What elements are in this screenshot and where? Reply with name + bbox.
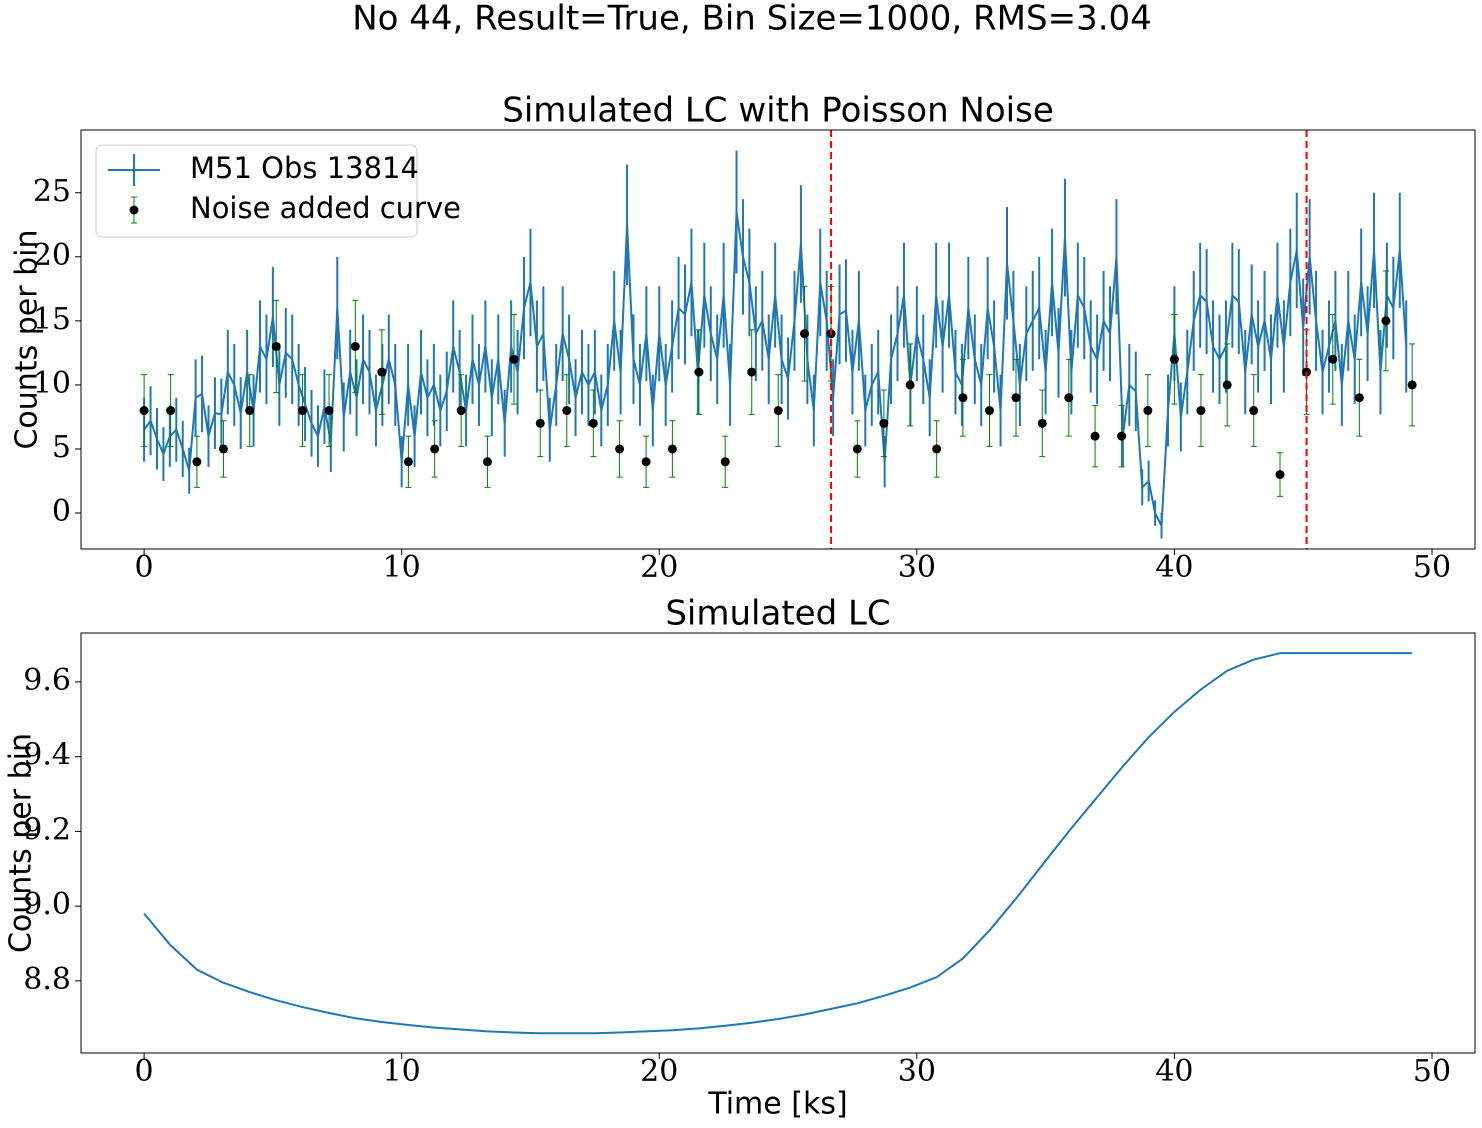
data-point [456, 406, 466, 416]
data-point [1222, 380, 1232, 390]
data-point [482, 457, 492, 467]
subplot-title: Simulated LC with Poisson Noise [502, 91, 1054, 131]
y-axis-label: Counts per bin [4, 733, 39, 953]
data-point [1249, 406, 1259, 416]
y-tick-label: 0 [52, 494, 71, 529]
data-point [166, 406, 176, 416]
data-point [271, 341, 281, 351]
y-tick-label: 10 [33, 366, 71, 401]
data-point [562, 406, 572, 416]
data-point [720, 457, 730, 467]
data-point [377, 367, 387, 377]
x-tick-label: 30 [898, 550, 936, 585]
data-point [773, 406, 783, 416]
x-tick-label: 0 [135, 1054, 154, 1089]
data-point [984, 406, 994, 416]
data-point [403, 457, 413, 467]
data-point [958, 393, 968, 403]
axes-frame [80, 129, 1476, 550]
y-tick-label: 9.4 [23, 738, 71, 773]
data-line [143, 652, 1413, 1035]
data-point [324, 406, 334, 416]
legend-handle [129, 205, 139, 215]
data-point [1011, 393, 1021, 403]
data-point [905, 380, 915, 390]
data-point [694, 367, 704, 377]
legend-label: Noise added curve [190, 191, 461, 225]
y-tick-label: 5 [52, 430, 71, 465]
x-tick-label: 10 [383, 1054, 421, 1089]
data-point [1407, 380, 1417, 390]
data-point [139, 406, 149, 416]
x-tick-label: 40 [1155, 1054, 1193, 1089]
legend-box [95, 144, 418, 238]
data-point [1090, 431, 1100, 441]
data-point [1381, 316, 1391, 326]
x-axis-label: Time [ks] [707, 1087, 847, 1122]
plot-area [143, 652, 1413, 1035]
x-tick-label: 40 [1155, 550, 1193, 585]
data-point [1169, 354, 1179, 364]
data-point [667, 444, 677, 454]
y-tick-label: 15 [33, 302, 71, 337]
x-tick-label: 50 [1413, 550, 1451, 585]
data-line [143, 211, 1408, 530]
data-point [430, 444, 440, 454]
data-point [1117, 431, 1127, 441]
y-tick-label: 8.8 [23, 962, 71, 997]
data-point [588, 418, 598, 428]
data-point [350, 341, 360, 351]
legend-label: M51 Obs 13814 [190, 151, 419, 185]
x-tick-label: 10 [383, 550, 421, 585]
data-point [800, 329, 810, 339]
plot-area [139, 130, 1417, 549]
y-tick-label: 9.2 [23, 812, 71, 847]
data-point [535, 418, 545, 428]
data-point [509, 354, 519, 364]
data-point [879, 418, 889, 428]
y-tick-label: 20 [33, 238, 71, 273]
figure-title: No 44, Result=True, Bin Size=1000, RMS=3… [352, 0, 1152, 39]
data-point [218, 444, 228, 454]
data-point [641, 457, 651, 467]
data-point [1064, 393, 1074, 403]
data-point [1275, 470, 1285, 480]
y-tick-label: 25 [33, 174, 71, 209]
data-point [747, 367, 757, 377]
legend: M51 Obs 13814 Noise added curve [95, 144, 461, 238]
x-tick-label: 30 [898, 1054, 936, 1089]
data-point [1196, 406, 1206, 416]
data-point [245, 406, 255, 416]
x-tick-label: 20 [640, 1054, 678, 1089]
data-point [615, 444, 625, 454]
data-point [1037, 418, 1047, 428]
data-point [1328, 354, 1338, 364]
data-point [298, 406, 308, 416]
data-point [932, 444, 942, 454]
x-tick-label: 0 [135, 550, 154, 585]
subplot-title: Simulated LC [665, 594, 890, 634]
data-point [192, 457, 202, 467]
data-point [852, 444, 862, 454]
data-point [1143, 406, 1153, 416]
axes-frame [80, 632, 1476, 1054]
y-tick-label: 9.0 [23, 887, 71, 922]
y-axis-label: Counts per bin [10, 229, 45, 449]
x-tick-label: 20 [640, 550, 678, 585]
x-tick-label: 50 [1413, 1054, 1451, 1089]
y-tick-label: 9.6 [23, 663, 71, 698]
data-point [1354, 393, 1364, 403]
